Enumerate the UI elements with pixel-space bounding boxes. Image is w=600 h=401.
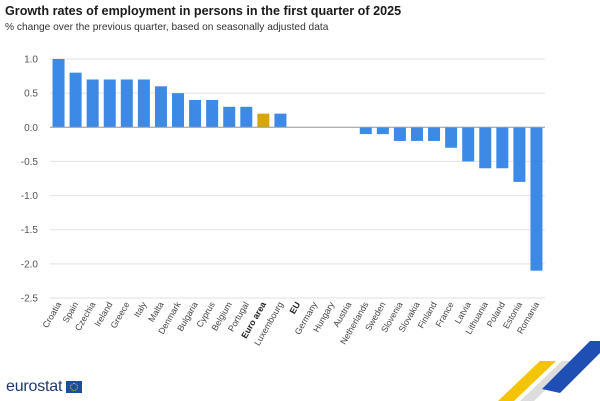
- y-tick-label: 1.0: [24, 55, 38, 66]
- bar-latvia[interactable]: [462, 127, 475, 162]
- logo-text: eurostat: [6, 378, 63, 395]
- bar-portugal[interactable]: [240, 106, 253, 128]
- bar-greece[interactable]: [120, 79, 133, 128]
- bar-luxembourg[interactable]: [274, 113, 287, 128]
- y-tick-label: -0.5: [21, 157, 39, 168]
- bars: [50, 59, 545, 271]
- decorative-ribbon: [498, 341, 600, 401]
- bar-cyprus[interactable]: [206, 99, 219, 128]
- bar-netherlands[interactable]: [359, 127, 372, 135]
- bar-sweden[interactable]: [376, 127, 389, 135]
- bar-poland[interactable]: [496, 127, 509, 169]
- bar-spain[interactable]: [69, 72, 82, 128]
- y-tick-label: -1.5: [21, 225, 39, 236]
- x-category-label: Croatia: [40, 300, 63, 330]
- x-category-label: Italy: [132, 299, 149, 318]
- y-tick-label: -2.5: [21, 294, 39, 305]
- bar-slovenia[interactable]: [393, 127, 406, 141]
- eu-flag-icon: [66, 381, 83, 393]
- y-tick-label: -2.0: [21, 259, 39, 270]
- bar-bulgaria[interactable]: [189, 99, 202, 128]
- bar-finland[interactable]: [428, 127, 441, 141]
- y-tick-label: -1.0: [21, 191, 39, 202]
- bar-france[interactable]: [445, 127, 458, 148]
- bar-romania[interactable]: [530, 127, 543, 271]
- y-axis-ticks: 1.0 0.5 0.0 -0.5 -1.0 -1.5 -2.0 -2.5: [21, 55, 39, 305]
- bar-estonia[interactable]: [513, 127, 526, 182]
- chart-title: Growth rates of employment in persons in…: [5, 4, 402, 18]
- eurostat-logo: eurostat: [6, 378, 83, 396]
- bar-italy[interactable]: [137, 79, 150, 128]
- bar-euro-area[interactable]: [257, 113, 270, 128]
- chart-subtitle: % change over the previous quarter, base…: [5, 22, 329, 33]
- bar-czechia[interactable]: [86, 79, 99, 128]
- x-category-label: EU: [287, 300, 302, 316]
- bar-croatia[interactable]: [52, 59, 65, 128]
- bar-slovakia[interactable]: [410, 127, 423, 141]
- bar-ireland[interactable]: [103, 79, 116, 128]
- bar-denmark[interactable]: [172, 93, 185, 128]
- y-tick-label: 0.5: [24, 89, 38, 100]
- bar-lithuania[interactable]: [479, 127, 492, 169]
- y-tick-label: 0.0: [24, 123, 38, 134]
- bar-belgium[interactable]: [223, 106, 236, 128]
- bar-malta[interactable]: [154, 86, 167, 128]
